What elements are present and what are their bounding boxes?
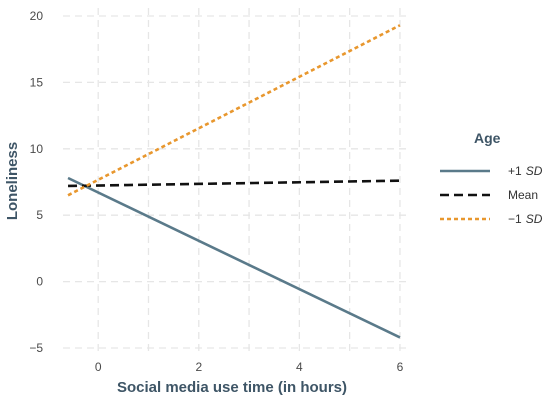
legend-label-0: +1 SD [508,164,543,178]
legend-title: Age [474,130,501,146]
x-tick-label: 6 [397,360,404,374]
series-lines [67,24,401,339]
legend-label-suffix: SD [526,212,543,226]
legend: Age +1 SD Mean −1 SD [440,130,543,226]
legend-label-name: Mean [508,188,538,202]
legend-label-2: −1 SD [508,212,543,226]
x-axis-title: Social media use time (in hours) [117,379,347,396]
y-axis-title: Loneliness [4,142,21,220]
x-tick-label: 4 [296,360,303,374]
tick-labels: 0 2 4 6 −5 0 5 10 15 20 [29,9,403,374]
y-tick-label: −5 [29,341,43,355]
legend-label-1: Mean [508,188,538,202]
y-tick-label: 5 [36,208,43,222]
x-tick-label: 2 [195,360,202,374]
y-tick-label: 0 [36,275,43,289]
y-tick-label: 20 [30,9,44,23]
series-line-2 [67,24,401,197]
series-line-0 [67,176,401,339]
y-tick-label: 15 [30,75,44,89]
legend-label-name: −1 [508,212,522,226]
x-tick-label: 0 [95,360,102,374]
legend-label-name: +1 [508,164,522,178]
series-line-1 [68,179,400,188]
legend-label-suffix: SD [526,164,543,178]
y-tick-label: 10 [30,142,44,156]
